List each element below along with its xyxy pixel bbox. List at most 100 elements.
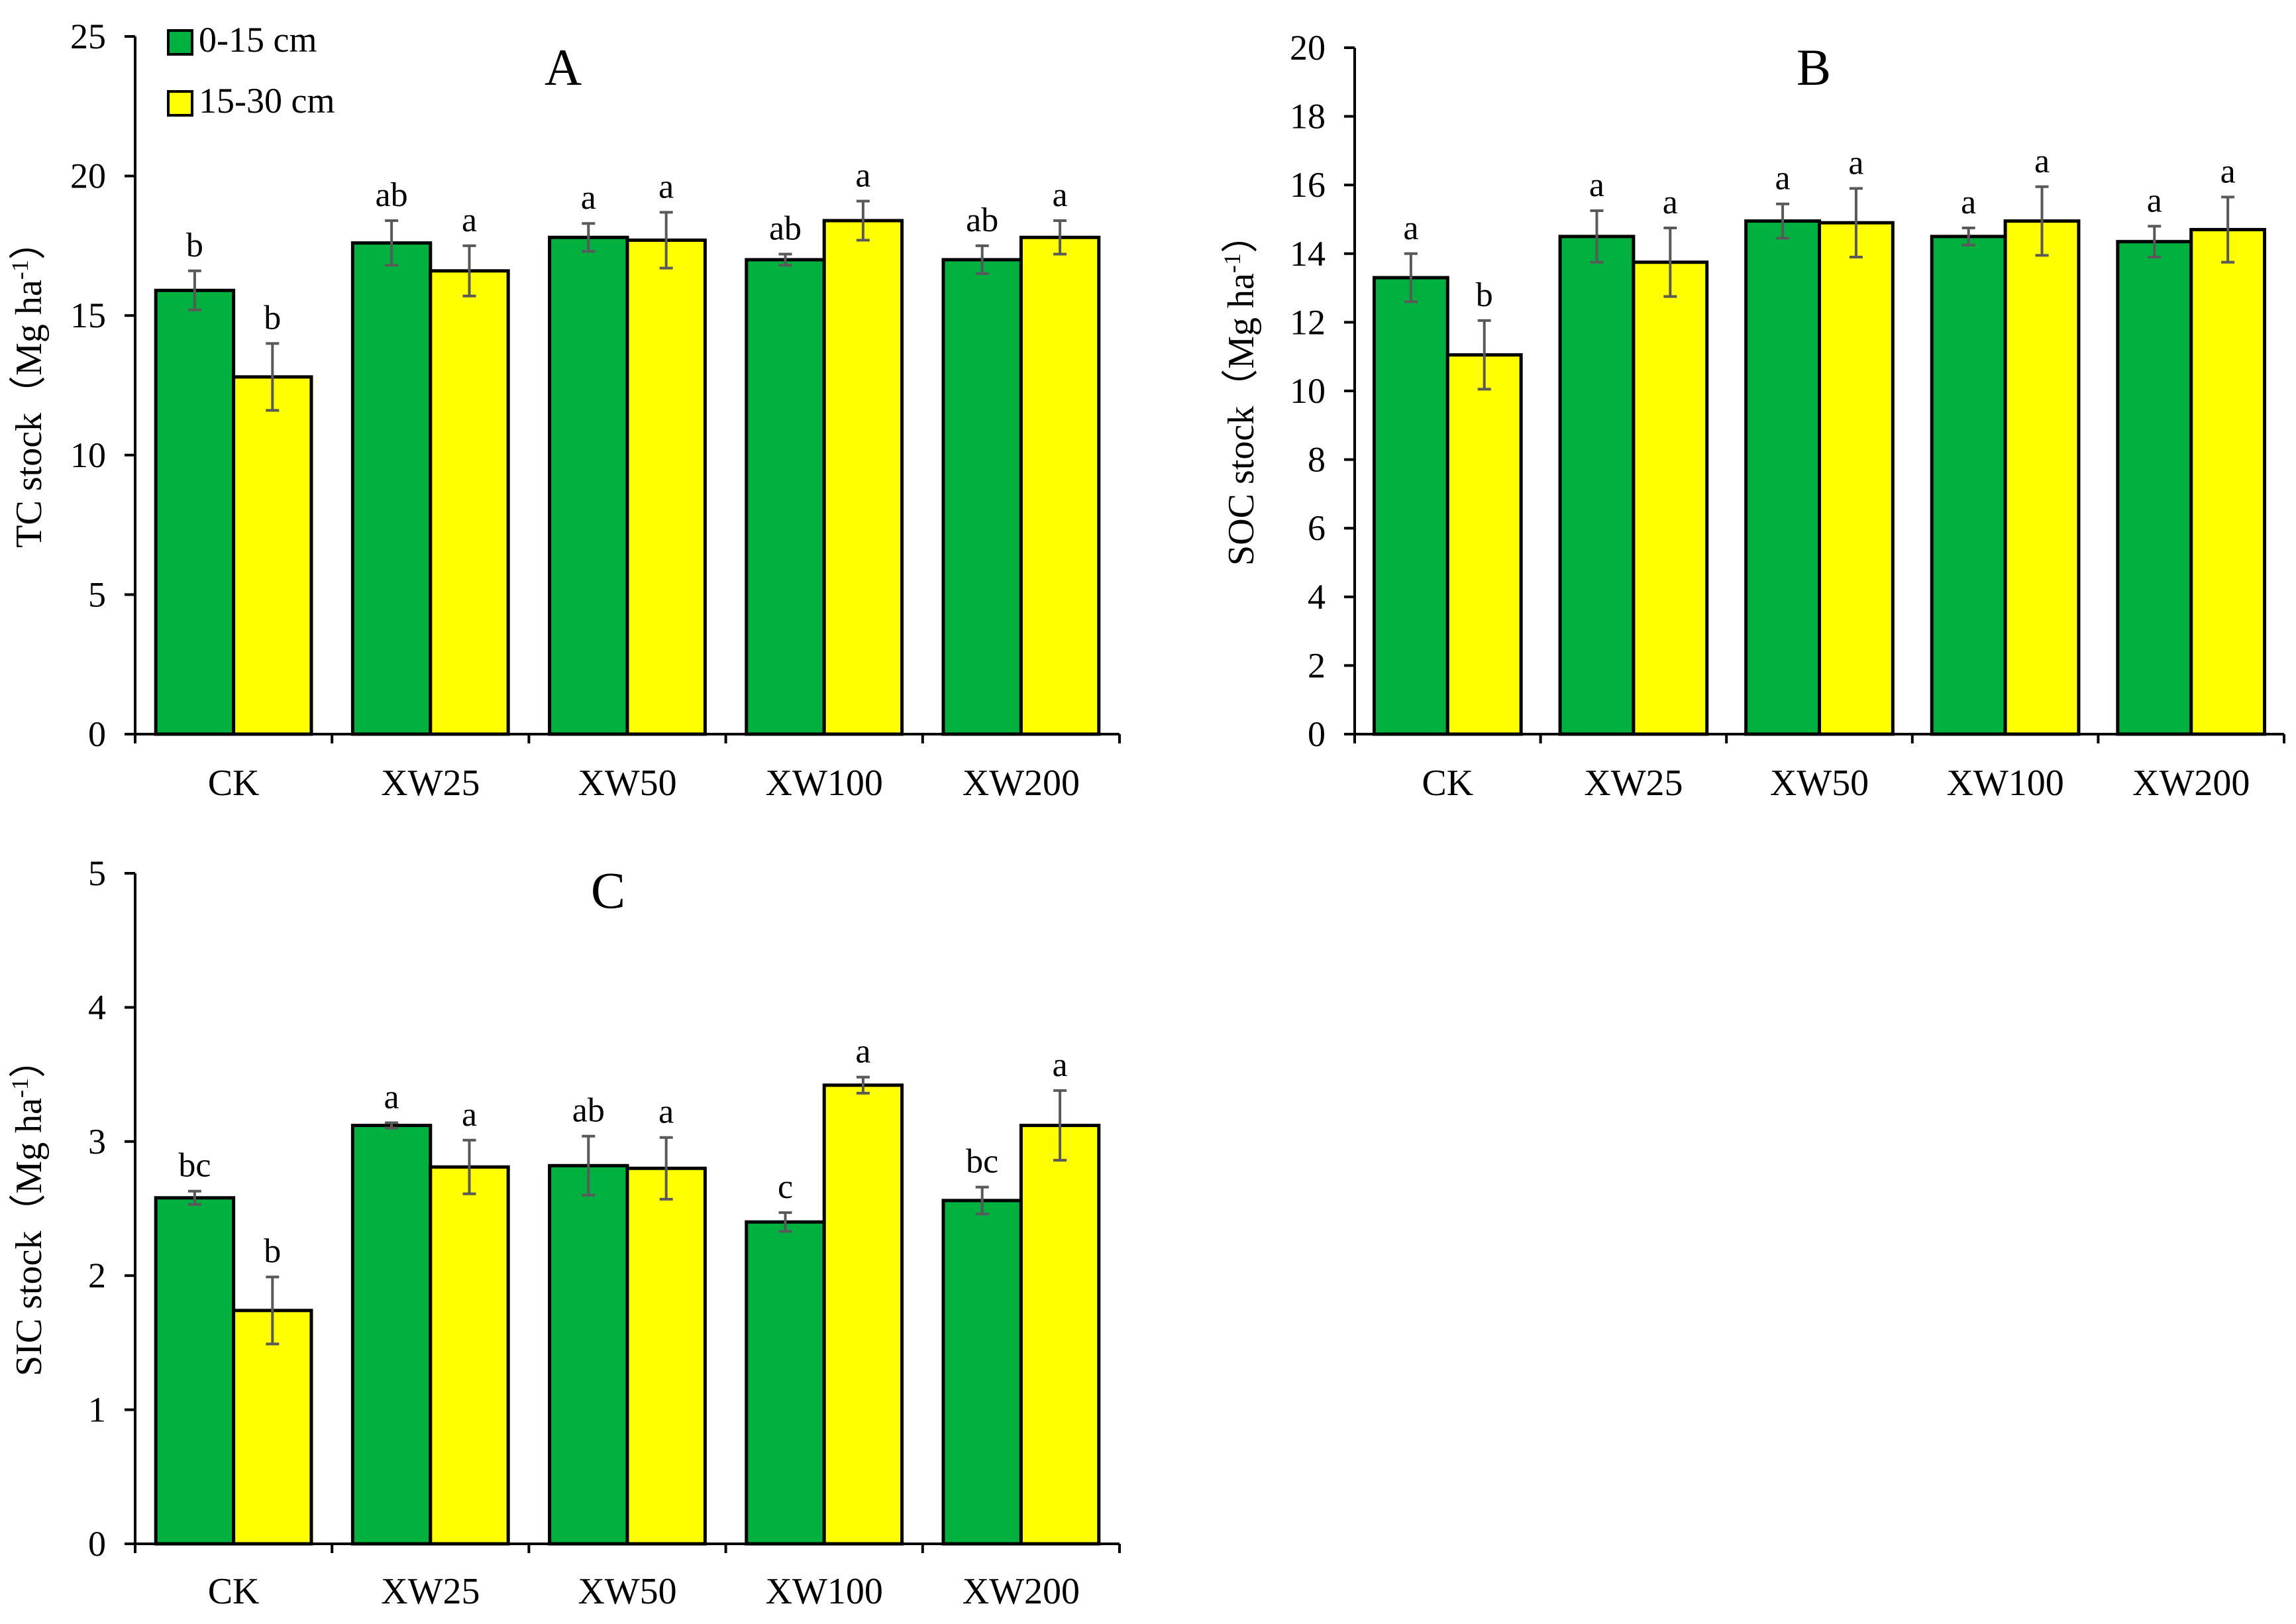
bar-XW200-15-30cm (2189, 228, 2267, 736)
x-tick-label-XW100: XW100 (766, 1571, 883, 1612)
significance-label: a (2220, 152, 2236, 190)
x-tick-label-XW25: XW25 (1584, 763, 1683, 804)
y-tick-label: 14 (1290, 234, 1326, 274)
bar-XW25-0-15cm (350, 241, 433, 736)
panel-title-C: C (591, 861, 625, 919)
bar-XW50-0-15cm (548, 1164, 629, 1546)
significance-label: a (855, 1033, 870, 1071)
y-tick-label: 20 (1290, 28, 1326, 68)
bar-CK-0-15cm (1372, 276, 1449, 736)
significance-label: a (658, 168, 674, 205)
bar-XW25-15-30cm (1632, 260, 1709, 736)
y-axis-label-superscript: -1 (7, 260, 33, 280)
legend-swatch-0-15cm (167, 29, 193, 56)
panel-title-A: A (545, 38, 582, 96)
y-axis-label-superscript: -1 (1219, 253, 1245, 273)
significance-label: a (1053, 176, 1068, 214)
chart-panel-C: bc b CK a a XW25 ab a XW50 c a XW100 bc a XW200 0 1 2 3 4 5 S… (7, 853, 1121, 1612)
legend: 0-15 cm 15-30 cm (167, 20, 335, 121)
y-axis-label: SOC stock（Mg ha-1） (1219, 216, 1262, 566)
y-tick-label: 6 (1308, 508, 1326, 548)
y-tick-label: 10 (70, 435, 106, 475)
significance-label: a (1403, 209, 1418, 247)
panel-title-B: B (1797, 38, 1831, 96)
bar-XW100-15-30cm (2003, 219, 2081, 736)
bar-XW50-15-30cm (625, 238, 707, 736)
significance-label: a (1589, 166, 1604, 204)
bar-XW25-0-15cm (1558, 235, 1636, 736)
bar-XW25-15-30cm (429, 269, 510, 736)
x-tick-label-CK: CK (1422, 763, 1473, 804)
bar-XW200-0-15cm (2116, 240, 2193, 736)
x-tick-label-XW200: XW200 (963, 763, 1080, 804)
x-tick-label-XW50: XW50 (578, 1571, 676, 1612)
bar-XW200-15-30cm (1019, 1124, 1101, 1546)
significance-label: a (855, 157, 870, 195)
x-tick-label-XW25: XW25 (381, 1571, 480, 1612)
bar-CK-15-30cm (232, 375, 313, 736)
bar-XW25-15-30cm (429, 1165, 510, 1546)
y-tick-label: 4 (1308, 577, 1326, 617)
significance-label: a (462, 201, 477, 239)
significance-label: a (1663, 184, 1678, 221)
x-tick-label-XW50: XW50 (578, 763, 676, 804)
x-tick-label-CK: CK (208, 1571, 260, 1612)
significance-label: a (2147, 182, 2162, 219)
bar-XW100-0-15cm (1930, 235, 2007, 736)
significance-label: b (264, 299, 281, 337)
significance-label: a (462, 1096, 477, 1134)
y-tick-label: 2 (88, 1256, 106, 1295)
y-tick-label: 20 (70, 156, 106, 196)
y-tick-label: 1 (88, 1390, 106, 1430)
y-tick-label: 12 (1290, 302, 1326, 342)
y-axis-label-text: SIC stock（Mg ha (9, 1098, 50, 1376)
y-tick-label: 5 (88, 574, 106, 614)
significance-label: a (384, 1078, 399, 1116)
bar-XW100-15-30cm (822, 219, 904, 736)
bar-XW50-15-30cm (1818, 221, 1895, 736)
significance-label: c (778, 1168, 793, 1206)
chart-panel-A: b b CK ab a XW25 a a XW50 ab a XW100 ab a XW200 0 5 10 15 2… (7, 17, 1121, 804)
bar-XW200-0-15cm (941, 258, 1023, 736)
significance-label: b (186, 227, 203, 264)
bar-XW100-15-30cm (822, 1083, 904, 1546)
x-tick-label-XW200: XW200 (963, 1571, 1080, 1612)
bar-CK-0-15cm (154, 1196, 236, 1546)
significance-label: a (1961, 184, 1976, 221)
significance-label: bc (966, 1143, 998, 1181)
significance-label: bc (178, 1147, 211, 1185)
significance-label: a (1848, 144, 1863, 182)
bar-CK-0-15cm (154, 288, 236, 736)
y-axis-label-superscript: -1 (7, 1078, 33, 1098)
x-tick-label-XW100: XW100 (766, 763, 883, 804)
bar-XW100-0-15cm (745, 258, 826, 736)
y-tick-label: 0 (88, 1524, 106, 1564)
y-axis-label-close: ） (9, 223, 50, 260)
bar-CK-15-30cm (1445, 353, 1523, 736)
significance-label: a (1775, 160, 1791, 197)
bar-XW50-0-15cm (1744, 219, 1822, 736)
significance-label: a (1053, 1046, 1068, 1084)
bar-XW50-0-15cm (548, 235, 629, 736)
bar-CK-15-30cm (232, 1309, 313, 1546)
significance-label: ab (966, 201, 998, 239)
chart-panel-B: a b CK a a XW25 a a XW50 a a XW100 a a XW200 0 2 4 6 8 10 12 1… (1219, 28, 2285, 804)
x-tick-label-CK: CK (208, 763, 260, 804)
y-axis-label-text: SOC stock（Mg ha (1221, 273, 1262, 566)
y-axis-label-text: TC stock（Mg ha (9, 280, 50, 548)
y-tick-label: 10 (1290, 371, 1326, 411)
y-axis-label: TC stock（Mg ha-1） (7, 223, 50, 547)
y-tick-label: 25 (70, 17, 106, 56)
x-tick-label-XW50: XW50 (1770, 763, 1869, 804)
significance-label: ab (572, 1092, 605, 1130)
significance-label: a (658, 1093, 674, 1131)
y-tick-label: 0 (1308, 714, 1326, 754)
legend-label-0-15cm: 0-15 cm (199, 20, 317, 60)
y-tick-label: 4 (88, 987, 106, 1027)
significance-label: ab (376, 176, 408, 214)
y-tick-label: 5 (88, 853, 106, 893)
significance-label: a (2034, 142, 2050, 180)
significance-label: b (264, 1232, 281, 1270)
significance-label: ab (769, 210, 802, 248)
bar-XW200-15-30cm (1019, 235, 1101, 736)
